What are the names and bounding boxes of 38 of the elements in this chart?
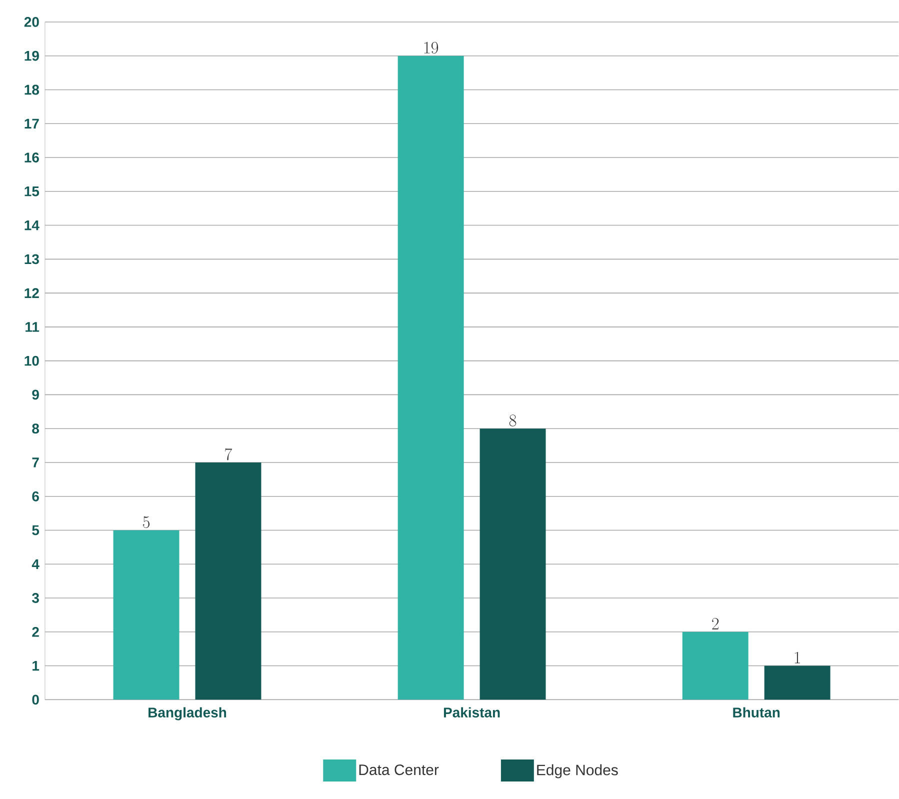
y-tick-label: 14 [24, 220, 40, 230]
y-tick-label: 5 [32, 526, 40, 536]
y-tick-label: 16 [24, 152, 39, 163]
y-tick-label: 4 [32, 560, 40, 570]
data-label: 2 [712, 618, 719, 630]
y-tick-label: 7 [32, 458, 39, 468]
data-label: 1 [794, 652, 800, 664]
y-tick-label: 1 [32, 661, 40, 671]
y-tick-label: 13 [24, 254, 39, 264]
bar [682, 632, 748, 700]
bar [113, 530, 180, 700]
y-tick-label: 18 [24, 84, 40, 95]
y-tick-label: 6 [32, 492, 39, 502]
bar [764, 666, 830, 700]
y-tick-label: 0 [32, 694, 39, 705]
legend-label: Data Center [359, 764, 439, 776]
y-tick-label: 2 [32, 627, 39, 637]
x-tick-label: Bhutan [733, 707, 780, 718]
x-tick-label: Bangladesh [148, 707, 226, 720]
bar [195, 462, 262, 700]
legend-label: Edge Nodes [537, 764, 618, 778]
y-tick-label: 10 [24, 356, 39, 366]
y-tick-label: 20 [24, 17, 39, 28]
y-tick-label: 8 [32, 424, 40, 434]
y-tick-label: 15 [24, 186, 40, 196]
data-label: 8 [509, 414, 516, 427]
y-tick-label: 9 [32, 390, 39, 400]
y-tick-label: 12 [24, 288, 39, 298]
y-tick-label: 19 [24, 51, 39, 62]
y-tick-label: 11 [26, 322, 40, 332]
data-label: 7 [225, 448, 232, 460]
data-label: 5 [143, 516, 150, 528]
bar [398, 56, 464, 700]
x-tick-label: Pakistan [444, 707, 500, 718]
data-label: 19 [424, 42, 438, 54]
bar [480, 428, 546, 700]
y-tick-label: 17 [24, 119, 39, 129]
y-tick-label: 3 [32, 593, 39, 604]
